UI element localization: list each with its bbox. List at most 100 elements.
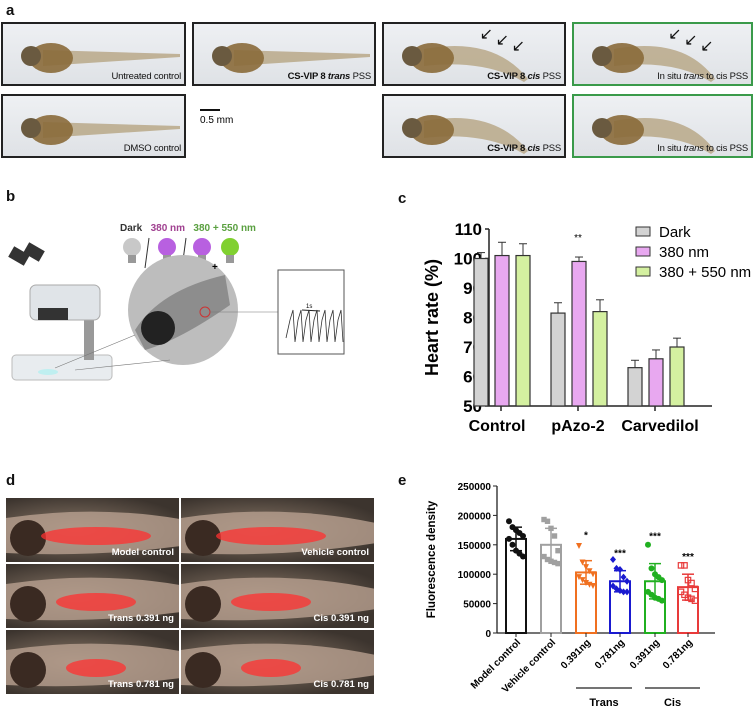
y-axis-title: Fluorescence density — [426, 500, 438, 618]
data-point — [677, 562, 685, 569]
data-point — [555, 560, 561, 567]
data-point — [551, 559, 558, 566]
fluorescence-chart: 0 50000 100000 150000 200000 250000 Fluorescen… — [426, 482, 715, 709]
scale-bar — [200, 109, 220, 111]
arrow-icon: ↙ — [700, 38, 714, 55]
light-bulb-icon — [221, 238, 239, 256]
arrow-icon: ↙ — [511, 38, 526, 55]
fish-image-0: Untreated control — [1, 22, 186, 86]
data-point — [576, 574, 582, 581]
data-point — [583, 580, 589, 587]
y-tick-label: 150000 — [458, 541, 492, 552]
fish-caption: CS-VIP 8 cis PSS — [487, 143, 561, 154]
eyepiece — [23, 242, 45, 262]
data-point — [548, 525, 554, 532]
larva-yolk — [410, 43, 454, 73]
zebrafish-larva-drawing — [592, 115, 715, 154]
bulb-base — [226, 255, 234, 263]
zebrafish-fluorescence-drawing — [181, 643, 374, 688]
fish-caption: In situ trans to cis PSS — [657, 71, 748, 82]
larva-eye — [185, 652, 221, 688]
data-point — [613, 564, 620, 572]
larva-yolk — [29, 115, 73, 145]
trace-scale-label: 1s — [306, 304, 313, 310]
fish-image-1: CS-VIP 8 trans PSS — [192, 22, 376, 86]
larva-yolk — [220, 43, 264, 73]
eyepiece — [8, 246, 30, 266]
red-fluorescence — [41, 527, 151, 545]
larva-body — [43, 50, 180, 66]
x-tick-label: 0.781ng — [661, 637, 695, 671]
bar-Dark-Control — [473, 257, 489, 407]
data-point — [688, 595, 695, 603]
caption-part: CS-VIP 8 — [287, 71, 328, 82]
data-point — [548, 558, 554, 564]
data-point — [544, 556, 551, 563]
objective — [38, 308, 68, 320]
caption-part: Untreated control — [111, 71, 182, 82]
fish-caption: In situ trans to cis PSS — [657, 143, 748, 154]
legend-label: 380 nm — [659, 244, 709, 261]
larva-body — [43, 122, 180, 138]
caption-part: DMSO control — [123, 143, 181, 154]
zebrafish-fluorescence-drawing — [6, 643, 179, 688]
caption-part: to cis PSS — [703, 143, 748, 154]
y-tick-label: 200000 — [458, 511, 492, 522]
zebrafish-fluorescence-drawing — [181, 577, 374, 622]
data-point — [617, 565, 623, 573]
arrow-icon: ↙ — [684, 32, 698, 49]
larva-eye — [402, 118, 422, 138]
x-tick-label: 0.781ng — [593, 637, 627, 671]
fish-caption: CS-VIP 8 trans PSS — [287, 71, 372, 82]
caption-part: In situ — [657, 143, 684, 154]
y-tick-label: 0 — [485, 629, 491, 640]
larva-body — [234, 50, 370, 66]
data-point — [520, 553, 526, 560]
red-fluorescence — [56, 593, 136, 611]
bar-380-nm-pAzo-2 — [571, 260, 587, 407]
larva-yolk — [600, 115, 644, 145]
data-point — [541, 516, 547, 523]
significance-label: * — [584, 531, 588, 542]
zebrafish-fluorescence-drawing — [6, 577, 179, 622]
data-point — [590, 571, 596, 578]
fish-eye — [141, 311, 175, 345]
y-axis-title: Heart rate (%) — [422, 259, 442, 376]
significance-label: *** — [682, 552, 694, 563]
data-point — [620, 573, 627, 581]
data-point — [576, 542, 582, 549]
caption-part: trans — [683, 143, 704, 154]
panel-label-e: e — [398, 472, 407, 489]
y-tick-label: 100000 — [458, 570, 492, 581]
larva-eye — [592, 118, 612, 138]
data-point — [583, 564, 589, 571]
x-tick-label: Carvedilol — [621, 418, 698, 435]
larva-eye — [10, 652, 46, 688]
zebrafish-fluorescence-drawing — [181, 511, 374, 556]
bar-380-550-nm-Carvedilol — [669, 346, 685, 407]
data-point — [610, 582, 616, 590]
zebrafish-larva-drawing — [402, 43, 528, 82]
larva-eye — [21, 118, 41, 138]
significance-label: *** — [649, 532, 661, 543]
larva-eye — [10, 520, 46, 556]
data-point — [590, 582, 596, 589]
arrow-icon: ↙ — [668, 26, 682, 43]
legend-swatch — [635, 266, 651, 277]
bulb-base — [128, 255, 136, 263]
data-point — [691, 585, 699, 593]
data-point — [681, 562, 688, 569]
fish-image-5: CS-VIP 8 cis PSS — [382, 94, 566, 158]
data-point — [688, 579, 695, 587]
larva-eye — [185, 520, 221, 556]
zebrafish-larva-drawing — [212, 43, 370, 73]
fish-caption: DMSO control — [124, 143, 181, 154]
larva-eye — [21, 46, 41, 66]
caption-part: CS-VIP 8 — [487, 71, 528, 82]
bar-380-550-nm-Control — [515, 254, 531, 407]
zebrafish-larva-drawing — [21, 43, 180, 73]
light-bulb-icon — [193, 238, 211, 256]
legend-label: 380 + 550 nm — [659, 264, 751, 281]
image-caption: Cis 0.781 ng — [313, 679, 369, 690]
